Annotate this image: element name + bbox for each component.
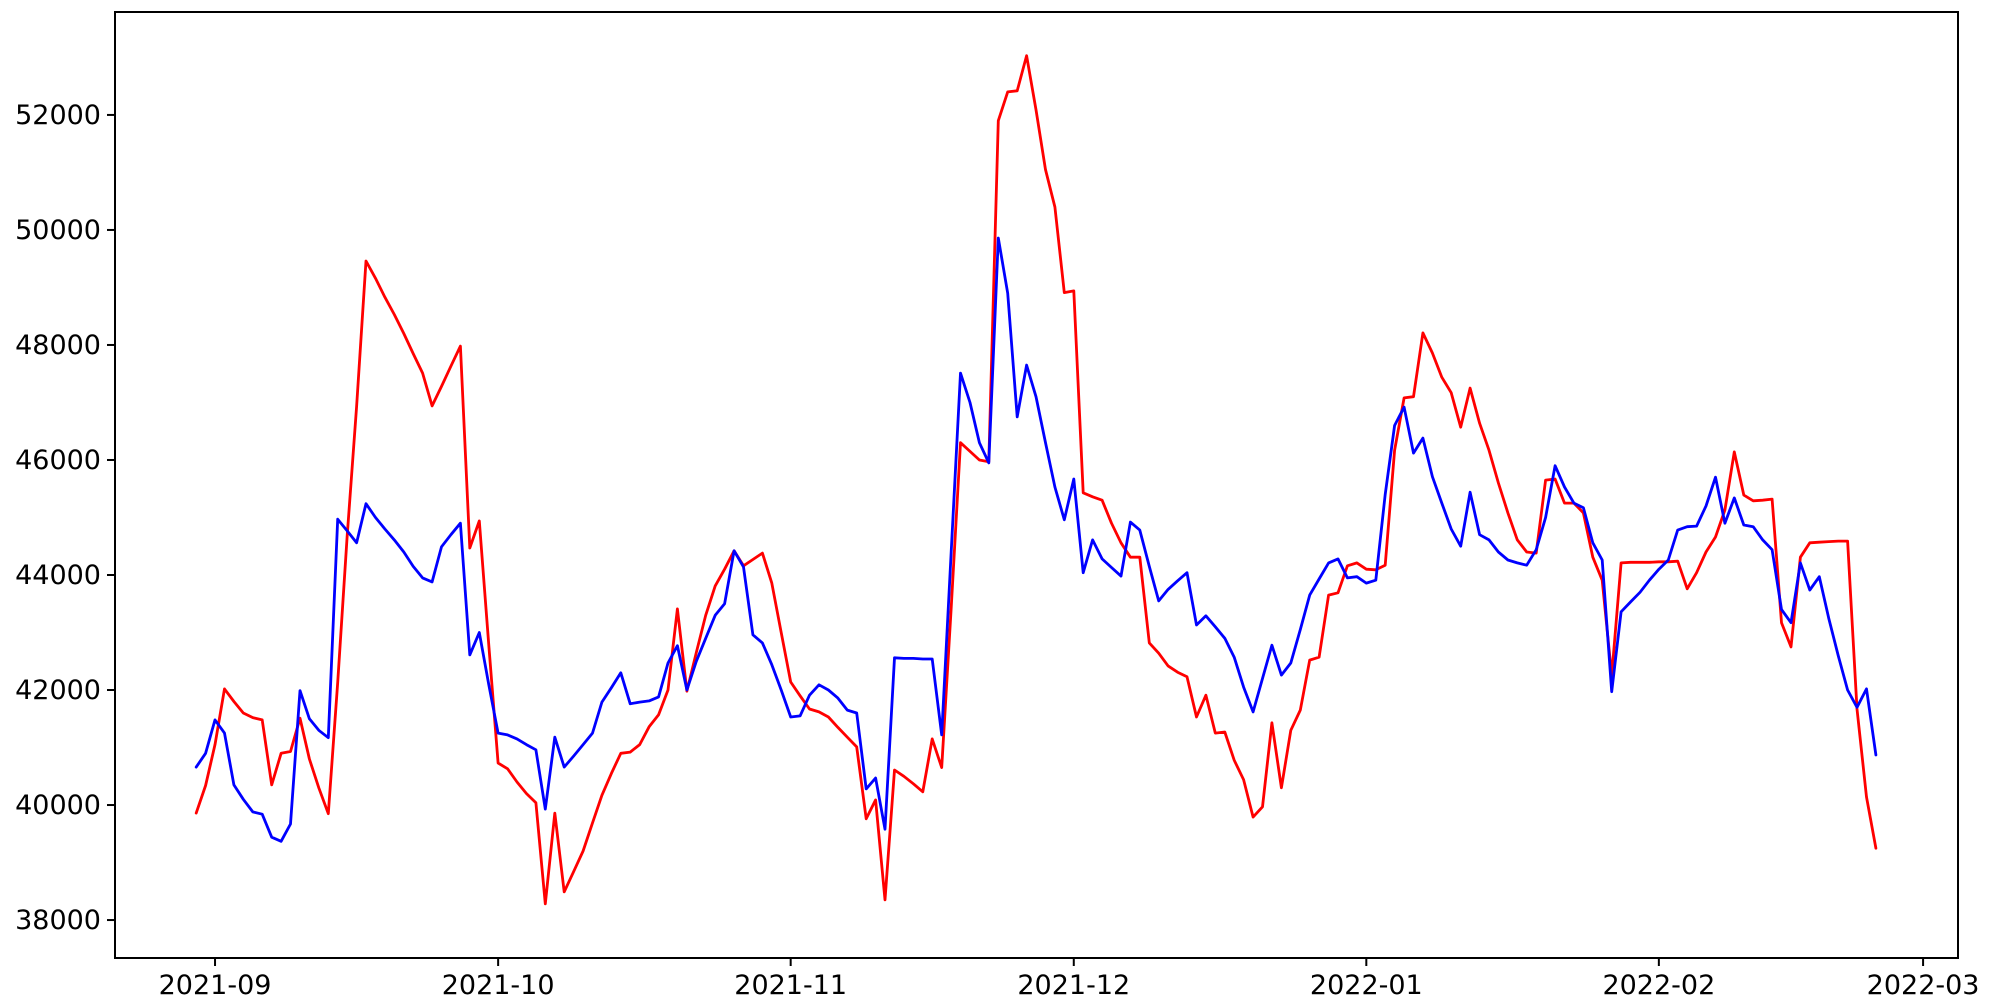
x-axis-tick-label-2021-10: 2021-10 — [442, 970, 555, 1000]
axes-layer — [107, 11, 1959, 966]
y-axis-tick-label-50000: 50000 — [15, 215, 101, 246]
x-axis-tick-label-2021-09: 2021-09 — [159, 970, 272, 1000]
x-axis-tick-label-2021-12: 2021-12 — [1017, 970, 1130, 1000]
y-axis-tick-label-48000: 48000 — [15, 330, 101, 361]
series-red-line — [194, 54, 1878, 906]
plot-border — [114, 11, 1959, 959]
y-axis-tick-label-38000: 38000 — [15, 905, 101, 936]
x-axis-tick-label-2021-11: 2021-11 — [734, 970, 847, 1000]
y-axis-tick-label-46000: 46000 — [15, 445, 101, 476]
series-blue-line — [194, 236, 1878, 843]
x-axis-tick-label-2022-01: 2022-01 — [1310, 970, 1423, 1000]
y-axis-tick-label-40000: 40000 — [15, 790, 101, 821]
x-axis-tick-label-2022-03: 2022-03 — [1867, 970, 1980, 1000]
x-axis-tick-label-2022-02: 2022-02 — [1602, 970, 1715, 1000]
series-layer — [194, 54, 1878, 906]
tick-label-layer: 38000 40000 42000 44000 46000 48000 50000 52000… — [15, 100, 1979, 1000]
y-axis-tick-label-52000: 52000 — [15, 100, 101, 131]
y-axis-tick-label-42000: 42000 — [15, 675, 101, 706]
y-axis-tick-label-44000: 44000 — [15, 560, 101, 591]
